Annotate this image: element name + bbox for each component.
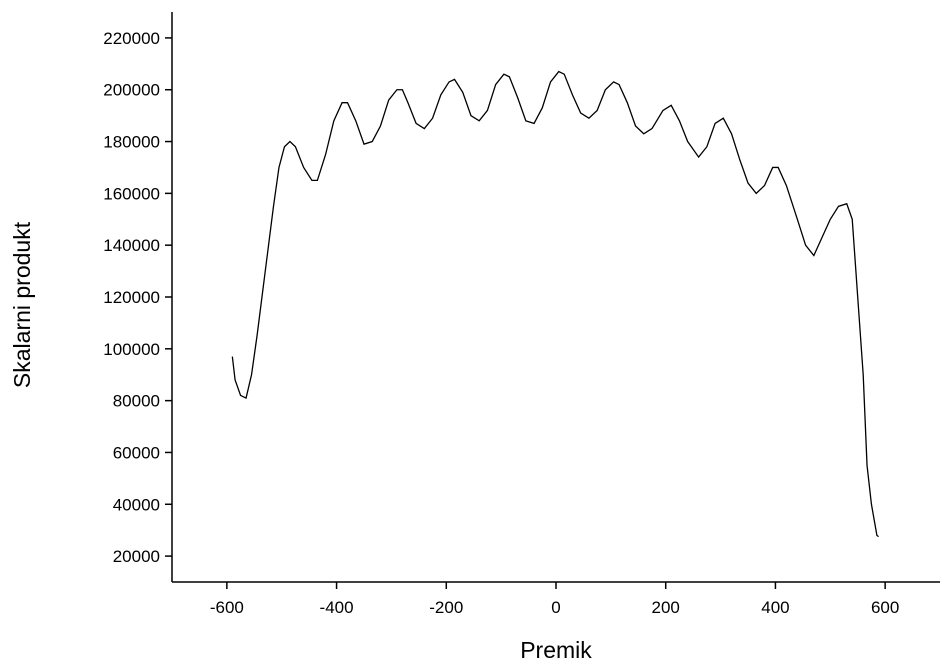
y-tick-label: 220000 (103, 29, 160, 48)
y-tick-label: 20000 (113, 547, 160, 566)
y-tick-label: 100000 (103, 340, 160, 359)
line-series (231, 70, 879, 538)
y-tick-label: 200000 (103, 81, 160, 100)
y-tick-label: 120000 (103, 288, 160, 307)
x-tick-label: 0 (551, 598, 560, 617)
x-tick-label: 400 (761, 598, 789, 617)
x-tick-label: 200 (652, 598, 680, 617)
x-tick-label: -400 (320, 598, 354, 617)
y-tick-label: 60000 (113, 443, 160, 462)
y-tick-label: 140000 (103, 236, 160, 255)
y-tick-label: 80000 (113, 392, 160, 411)
y-tick-label: 180000 (103, 133, 160, 152)
x-tick-label: -200 (429, 598, 463, 617)
x-tick-label: 600 (871, 598, 899, 617)
y-tick-label: 40000 (113, 495, 160, 514)
x-axis-title: Premik (520, 637, 592, 663)
x-tick-label: -600 (210, 598, 244, 617)
y-tick-label: 160000 (103, 184, 160, 203)
y-axis-title: Skalarni produkt (9, 221, 35, 388)
